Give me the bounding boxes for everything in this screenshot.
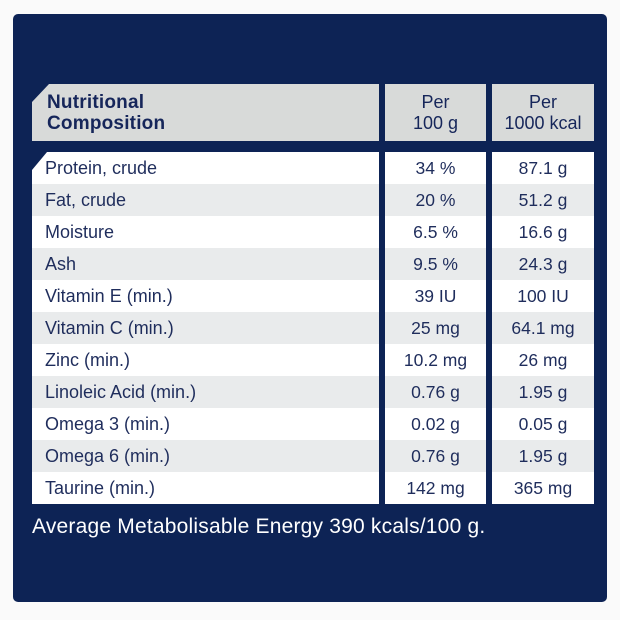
row-label: Linoleic Acid (min.) [45, 381, 197, 402]
row-label: Vitamin C (min.) [45, 317, 174, 338]
table-row: Zinc (min.) 10.2 mg 26 mg [32, 344, 594, 376]
nutrition-label-card: Nutritional Composition Per 100 g Per 10… [13, 14, 607, 602]
row-value-per-100g: 6.5 % [413, 221, 458, 242]
row-value-per-1000kcal: 100 IU [517, 285, 569, 306]
row-value-per-100g: 20 % [415, 189, 456, 210]
row-label: Zinc (min.) [45, 349, 130, 370]
header-body-gap [32, 141, 594, 152]
table-body: Protein, crude 34 % 87.1 g Fat, crude 20… [32, 152, 594, 504]
header-title-line2: Composition [47, 112, 166, 134]
header-col-per-100g: Per 100 g [385, 84, 486, 141]
row-label: Fat, crude [45, 189, 127, 210]
column-divider-1 [379, 84, 385, 504]
row-label: Vitamin E (min.) [45, 285, 173, 306]
row-value-per-100g: 0.02 g [411, 413, 460, 434]
header-per1000-line2: 1000 kcal [504, 112, 582, 133]
row-value-per-1000kcal: 64.1 mg [511, 317, 575, 338]
column-divider-2 [486, 84, 492, 504]
table-row: Omega 6 (min.) 0.76 g 1.95 g [32, 440, 594, 472]
row-label: Ash [45, 253, 77, 274]
table-row: Vitamin C (min.) 25 mg 64.1 mg [32, 312, 594, 344]
row-value-per-1000kcal: 1.95 g [518, 381, 568, 402]
row-value-per-1000kcal: 1.95 g [518, 445, 568, 466]
row-value-per-1000kcal: 0.05 g [518, 413, 568, 434]
table-row: Vitamin E (min.) 39 IU 100 IU [32, 280, 594, 312]
header-per1000-line1: Per [528, 91, 557, 112]
table-header-row: Nutritional Composition Per 100 g Per 10… [32, 84, 594, 141]
table-row: Fat, crude 20 % 51.2 g [32, 184, 594, 216]
table-row: Linoleic Acid (min.) 0.76 g 1.95 g [32, 376, 594, 408]
row-label: Taurine (min.) [45, 477, 156, 498]
row-value-per-100g: 34 % [415, 157, 456, 178]
row-value-per-100g: 0.76 g [411, 381, 460, 402]
header-per100-line1: Per [421, 91, 450, 112]
row-value-per-1000kcal: 51.2 g [518, 189, 568, 210]
header-col-per-1000kcal: Per 1000 kcal [492, 84, 594, 141]
table-row: Omega 3 (min.) 0.02 g 0.05 g [32, 408, 594, 440]
header-per100-line2: 100 g [412, 112, 459, 133]
nutritional-composition-table: Nutritional Composition Per 100 g Per 10… [32, 84, 594, 504]
header-col-nutritional-composition: Nutritional Composition [32, 84, 385, 141]
row-value-per-100g: 142 mg [406, 477, 465, 498]
metabolisable-energy-note: Average Metabolisable Energy 390 kcals/1… [32, 515, 486, 538]
row-value-per-1000kcal: 16.6 g [518, 221, 568, 242]
row-value-per-100g: 25 mg [411, 317, 460, 338]
table-row: Ash 9.5 % 24.3 g [32, 248, 594, 280]
row-value-per-100g: 9.5 % [413, 253, 458, 274]
row-value-per-1000kcal: 24.3 g [518, 253, 568, 274]
row-label: Moisture [45, 221, 115, 242]
row-value-per-100g: 10.2 mg [403, 349, 468, 370]
row-value-per-100g: 0.76 g [411, 445, 460, 466]
row-label: Omega 3 (min.) [45, 413, 171, 434]
table-row: Protein, crude 34 % 87.1 g [32, 152, 594, 184]
row-value-per-1000kcal: 365 mg [513, 477, 573, 498]
table-row: Moisture 6.5 % 16.6 g [32, 216, 594, 248]
row-value-per-1000kcal: 87.1 g [518, 157, 568, 178]
row-label: Protein, crude [45, 157, 158, 178]
header-title-line1: Nutritional [47, 91, 145, 113]
row-value-per-100g: 39 IU [414, 285, 457, 306]
row-label: Omega 6 (min.) [45, 445, 171, 466]
table-row: Taurine (min.) 142 mg 365 mg [32, 472, 594, 504]
row-value-per-1000kcal: 26 mg [518, 349, 568, 370]
